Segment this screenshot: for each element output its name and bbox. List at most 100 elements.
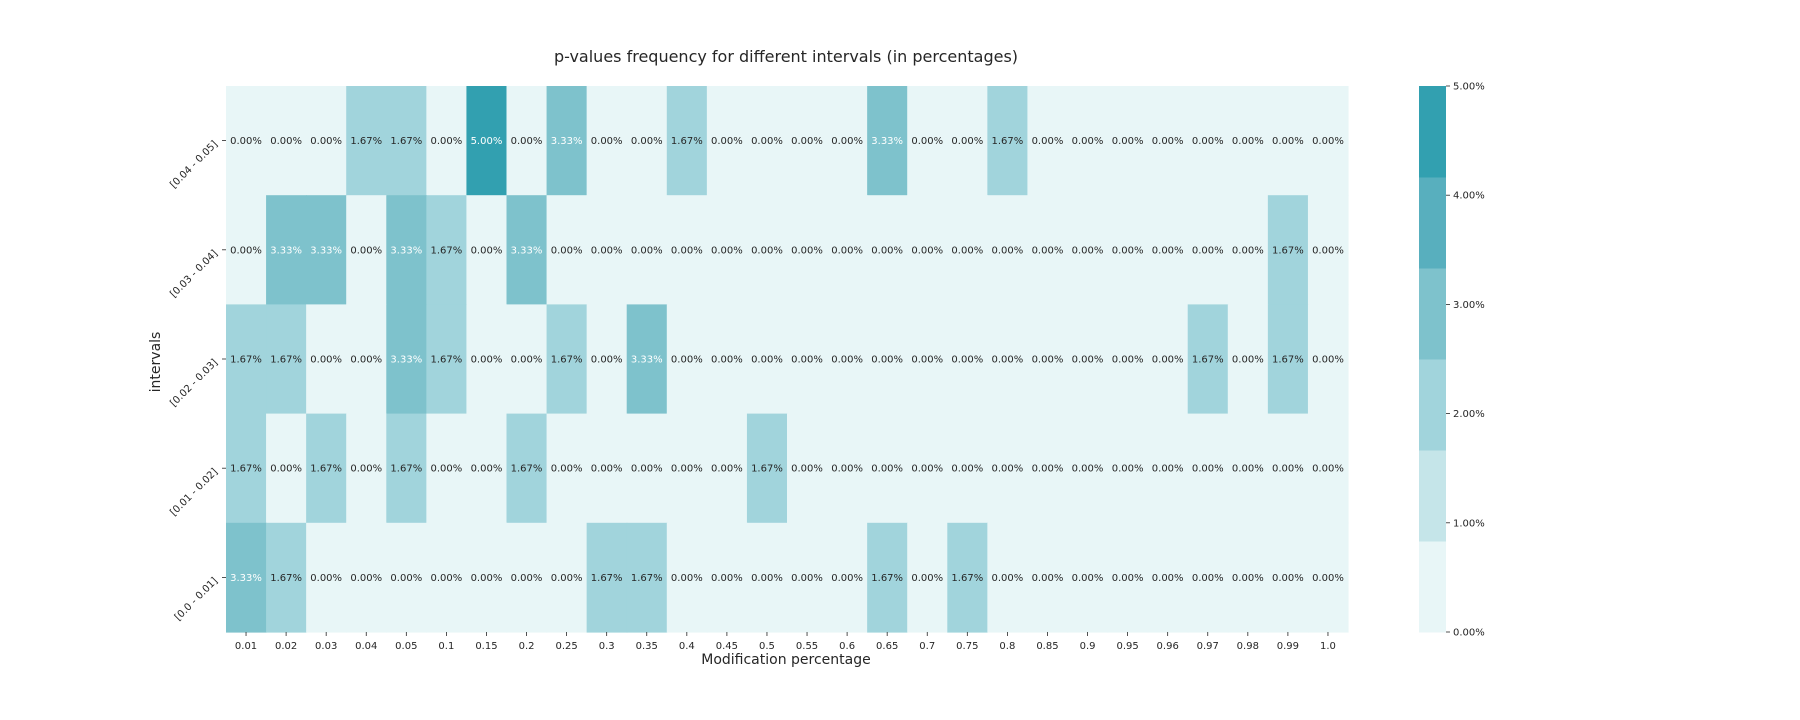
cell-value-label: 0.00% [751, 573, 783, 584]
heatmap-cell [787, 522, 828, 633]
heatmap-cell [626, 304, 668, 415]
cell-value-label: 0.00% [390, 573, 422, 584]
cell-value-label: 0.00% [951, 136, 983, 147]
heatmap-cell [1187, 522, 1229, 633]
heatmap-cell [546, 304, 588, 415]
heatmap-cell [266, 86, 307, 196]
heatmap-cell [466, 413, 508, 524]
colorbar-tick-label: 5.00% [1453, 82, 1485, 93]
cell-value-label: 1.67% [270, 573, 302, 584]
colorbar-tick-label: 3.00% [1453, 300, 1485, 311]
heatmap-cell [787, 304, 828, 415]
x-tick-label: 0.99 [1277, 641, 1299, 652]
x-tick-label: 0.7 [919, 641, 935, 652]
heatmap-cell [1027, 195, 1069, 305]
cell-value-label: 3.33% [551, 136, 583, 147]
heatmap-cell [706, 413, 748, 524]
cell-value-label: 0.00% [991, 464, 1023, 475]
cell-value-label: 3.33% [390, 355, 422, 366]
cell-value-label: 0.00% [671, 355, 703, 366]
heatmap-cell [1307, 86, 1349, 196]
cell-value-label: 0.00% [1072, 136, 1104, 147]
heatmap-cell [1107, 86, 1149, 196]
heatmap-cell [626, 86, 668, 196]
heatmap-cell [666, 413, 708, 524]
heatmap-cell [666, 304, 708, 415]
heatmap-cell [907, 522, 948, 633]
heatmap-cell [1267, 413, 1309, 524]
x-tick-label: 0.75 [956, 641, 978, 652]
heatmap-cell [987, 86, 1029, 196]
heatmap-cell [386, 413, 427, 524]
y-axis-label: intervals [148, 332, 164, 393]
heatmap-cell [426, 413, 468, 524]
cell-value-label: 1.67% [430, 355, 462, 366]
cell-value-label: 0.00% [751, 245, 783, 256]
x-tick-label: 0.05 [395, 641, 417, 652]
cell-value-label: 0.00% [711, 355, 743, 366]
cell-value-label: 0.00% [1032, 136, 1064, 147]
cell-value-label: 0.00% [430, 464, 462, 475]
heatmap-cell [266, 413, 307, 524]
colorbar-segment [1419, 359, 1446, 451]
x-tick-label: 0.15 [475, 641, 497, 652]
cell-value-label: 1.67% [631, 573, 663, 584]
cell-value-label: 3.33% [511, 245, 543, 256]
x-tick-label: 0.97 [1197, 641, 1219, 652]
colorbar-tick-label: 1.00% [1453, 518, 1485, 529]
heatmap-cell [907, 304, 948, 415]
heatmap-cell [746, 304, 788, 415]
cell-value-label: 0.00% [711, 245, 743, 256]
heatmap-cell [1307, 304, 1349, 415]
cell-value-label: 0.00% [831, 355, 863, 366]
heatmap-cell [1187, 413, 1229, 524]
colorbar-segment [1419, 541, 1446, 633]
x-tick-label: 0.95 [1116, 641, 1138, 652]
x-tick-label: 0.9 [1080, 641, 1096, 652]
cell-value-label: 0.00% [631, 464, 663, 475]
cell-value-label: 0.00% [1272, 573, 1304, 584]
cell-value-label: 0.00% [831, 573, 863, 584]
cell-value-label: 0.00% [230, 245, 262, 256]
heatmap-cell [586, 413, 628, 524]
cell-value-label: 0.00% [991, 573, 1023, 584]
y-tick-label: [0.0 - 0.01] [173, 576, 220, 623]
cell-value-label: 0.00% [791, 136, 823, 147]
heatmap-cell [426, 86, 468, 196]
cell-value-label: 0.00% [671, 245, 703, 256]
cell-value-label: 0.00% [911, 136, 943, 147]
cell-value-label: 0.00% [350, 573, 382, 584]
heatmap-cell [466, 304, 508, 415]
heatmap-cell [626, 413, 668, 524]
heatmap-cell [346, 522, 387, 633]
cell-value-label: 1.67% [390, 136, 422, 147]
cell-value-label: 1.67% [511, 464, 543, 475]
cell-value-label: 0.00% [270, 464, 302, 475]
heatmap-cell [466, 195, 508, 305]
cell-value-label: 0.00% [1152, 136, 1184, 147]
x-tick-label: 0.5 [759, 641, 775, 652]
cell-value-label: 0.00% [831, 464, 863, 475]
heatmap-cell [706, 522, 748, 633]
heatmap-cell [1027, 86, 1069, 196]
cell-value-label: 0.00% [511, 573, 543, 584]
cell-value-label: 0.00% [1312, 464, 1344, 475]
heatmap-cell [1307, 413, 1349, 524]
heatmap-cells: 0.00% 0.00% 0.00% 1.67% 1.67% 0.00% 5.00% 0.00%… [226, 86, 1349, 633]
cell-value-label: 0.00% [1032, 355, 1064, 366]
cell-value-label: 0.00% [350, 245, 382, 256]
heatmap-cell [546, 195, 588, 305]
cell-value-label: 0.00% [1072, 355, 1104, 366]
cell-value-label: 0.00% [1232, 245, 1264, 256]
colorbar-segment [1419, 268, 1446, 360]
x-tick-label: 0.3 [599, 641, 615, 652]
cell-value-label: 0.00% [831, 136, 863, 147]
cell-value-label: 0.00% [791, 464, 823, 475]
x-axis-label: Modification percentage [701, 652, 870, 668]
heatmap-cell [1227, 86, 1269, 196]
heatmap-cell [306, 522, 347, 633]
x-tick-label: 0.03 [315, 641, 337, 652]
cell-value-label: 0.00% [711, 573, 743, 584]
heatmap-cell [867, 413, 908, 524]
y-axis-ticks: [0.04 - 0.05] [0.03 - 0.04] [0.02 - 0.03] [… [168, 139, 226, 623]
